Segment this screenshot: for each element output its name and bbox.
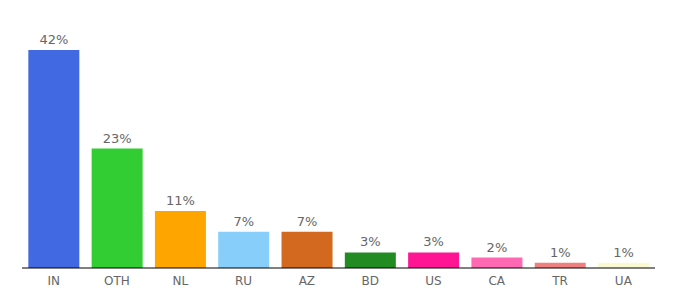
- svg-text:AZ: AZ: [299, 274, 315, 288]
- svg-text:23%: 23%: [103, 131, 132, 146]
- svg-text:3%: 3%: [360, 234, 381, 249]
- svg-text:11%: 11%: [166, 193, 195, 208]
- svg-text:42%: 42%: [39, 32, 68, 47]
- svg-text:TR: TR: [551, 274, 568, 288]
- svg-text:1%: 1%: [613, 245, 634, 260]
- svg-text:IN: IN: [47, 274, 60, 288]
- svg-text:BD: BD: [361, 274, 378, 288]
- svg-text:7%: 7%: [233, 214, 254, 229]
- svg-text:CA: CA: [488, 274, 505, 288]
- svg-text:7%: 7%: [297, 214, 318, 229]
- svg-text:NL: NL: [172, 274, 188, 288]
- svg-text:1%: 1%: [550, 245, 571, 260]
- svg-text:US: US: [425, 274, 441, 288]
- svg-text:UA: UA: [615, 274, 633, 288]
- svg-text:3%: 3%: [423, 234, 444, 249]
- svg-text:2%: 2%: [487, 240, 508, 255]
- svg-text:RU: RU: [235, 274, 252, 288]
- svg-text:OTH: OTH: [104, 274, 130, 288]
